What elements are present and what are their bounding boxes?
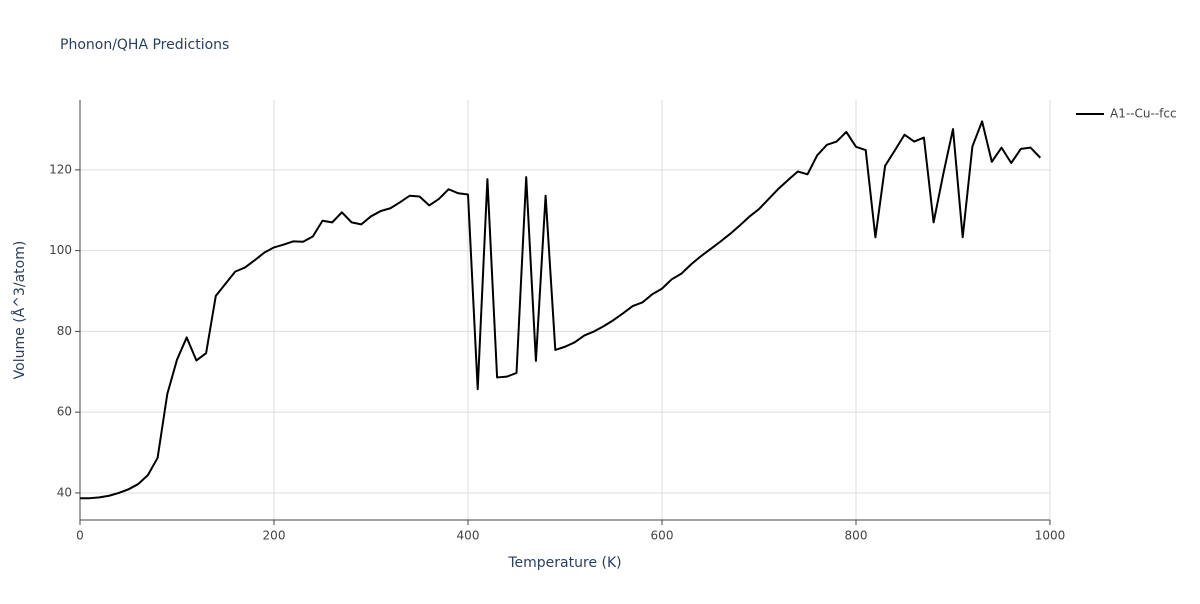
x-tick-label: 800: [845, 529, 868, 543]
chart-title: Phonon/QHA Predictions: [60, 37, 229, 53]
x-tick-label: 1000: [1035, 529, 1066, 543]
data-line: [80, 120, 1042, 500]
legend-label: A1--Cu--fcc: [1110, 107, 1177, 121]
x-tick-label: 0: [76, 529, 84, 543]
y-tick-label: 120: [49, 162, 72, 176]
x-tick-label: 600: [651, 529, 674, 543]
y-tick-label: 60: [57, 405, 72, 419]
x-tick-label: 400: [457, 529, 480, 543]
y-tick-label: 40: [57, 485, 72, 499]
y-tick-label: 100: [49, 243, 72, 257]
x-tick-label: 200: [263, 529, 286, 543]
x-axis-title: Temperature (K): [507, 555, 621, 571]
y-tick-label: 80: [57, 324, 72, 338]
y-axis-title: Volume (Å^3/atom): [11, 241, 28, 380]
